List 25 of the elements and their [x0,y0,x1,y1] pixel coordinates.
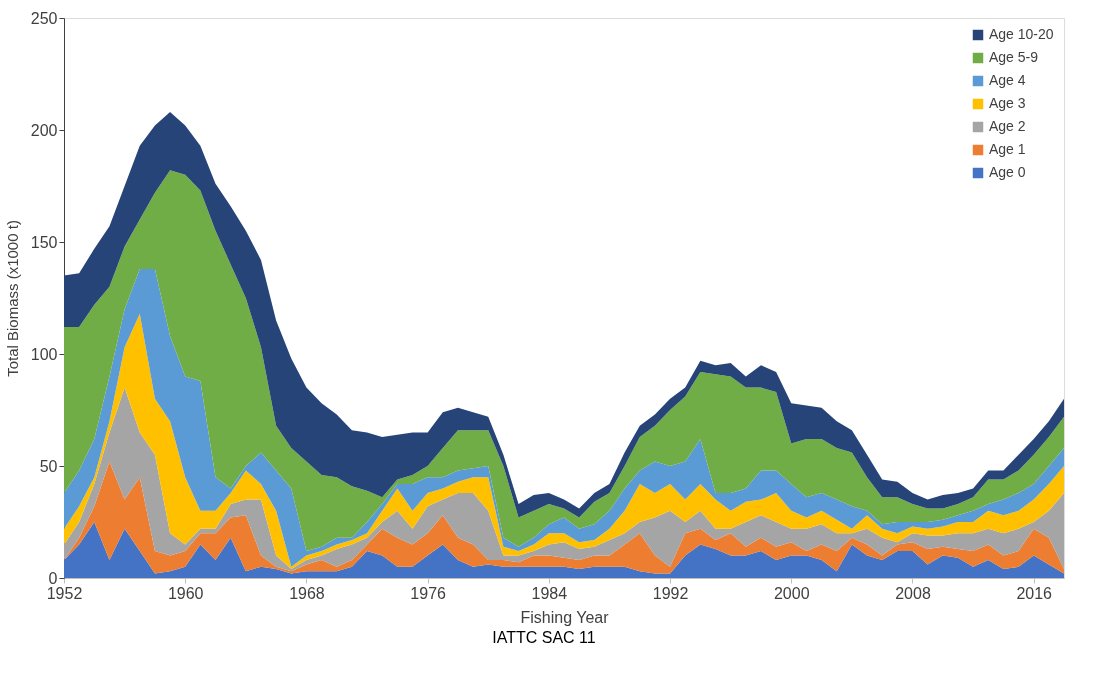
legend-label: Age 1 [989,141,1026,157]
legend-label: Age 3 [989,95,1026,111]
y-tick-label: 200 [30,121,58,139]
legend-label: Age 2 [989,118,1026,134]
text: IATTC SAC 11 [492,629,596,646]
y-tick-label: 250 [30,9,58,27]
x-tick-label: 2000 [773,584,810,602]
legend-label: Age 5-9 [989,49,1039,65]
legend-label: Age 0 [989,164,1026,180]
x-tick-label: 1984 [531,584,568,602]
y-tick-label: 100 [30,345,58,363]
x-tick-label: 1968 [289,584,325,602]
x-tick-label: 1976 [410,584,447,602]
y-tick-label: 0 [48,569,58,587]
x-tick-label: 1992 [652,584,689,602]
y-tick-label: 50 [39,457,58,475]
y-axis-title: Total Biomass (x1000 t) [3,220,21,377]
x-tick-label: 2016 [1016,584,1053,602]
legend-label: Age 10-20 [989,26,1054,42]
x-tick-label: 2008 [895,584,931,602]
x-tick-label: 1952 [46,584,83,602]
x-tick-label: 1960 [167,584,204,602]
x-axis-title: Fishing Year [520,608,610,626]
legend-label: Age 4 [989,72,1026,88]
y-tick-label: 150 [30,233,58,251]
